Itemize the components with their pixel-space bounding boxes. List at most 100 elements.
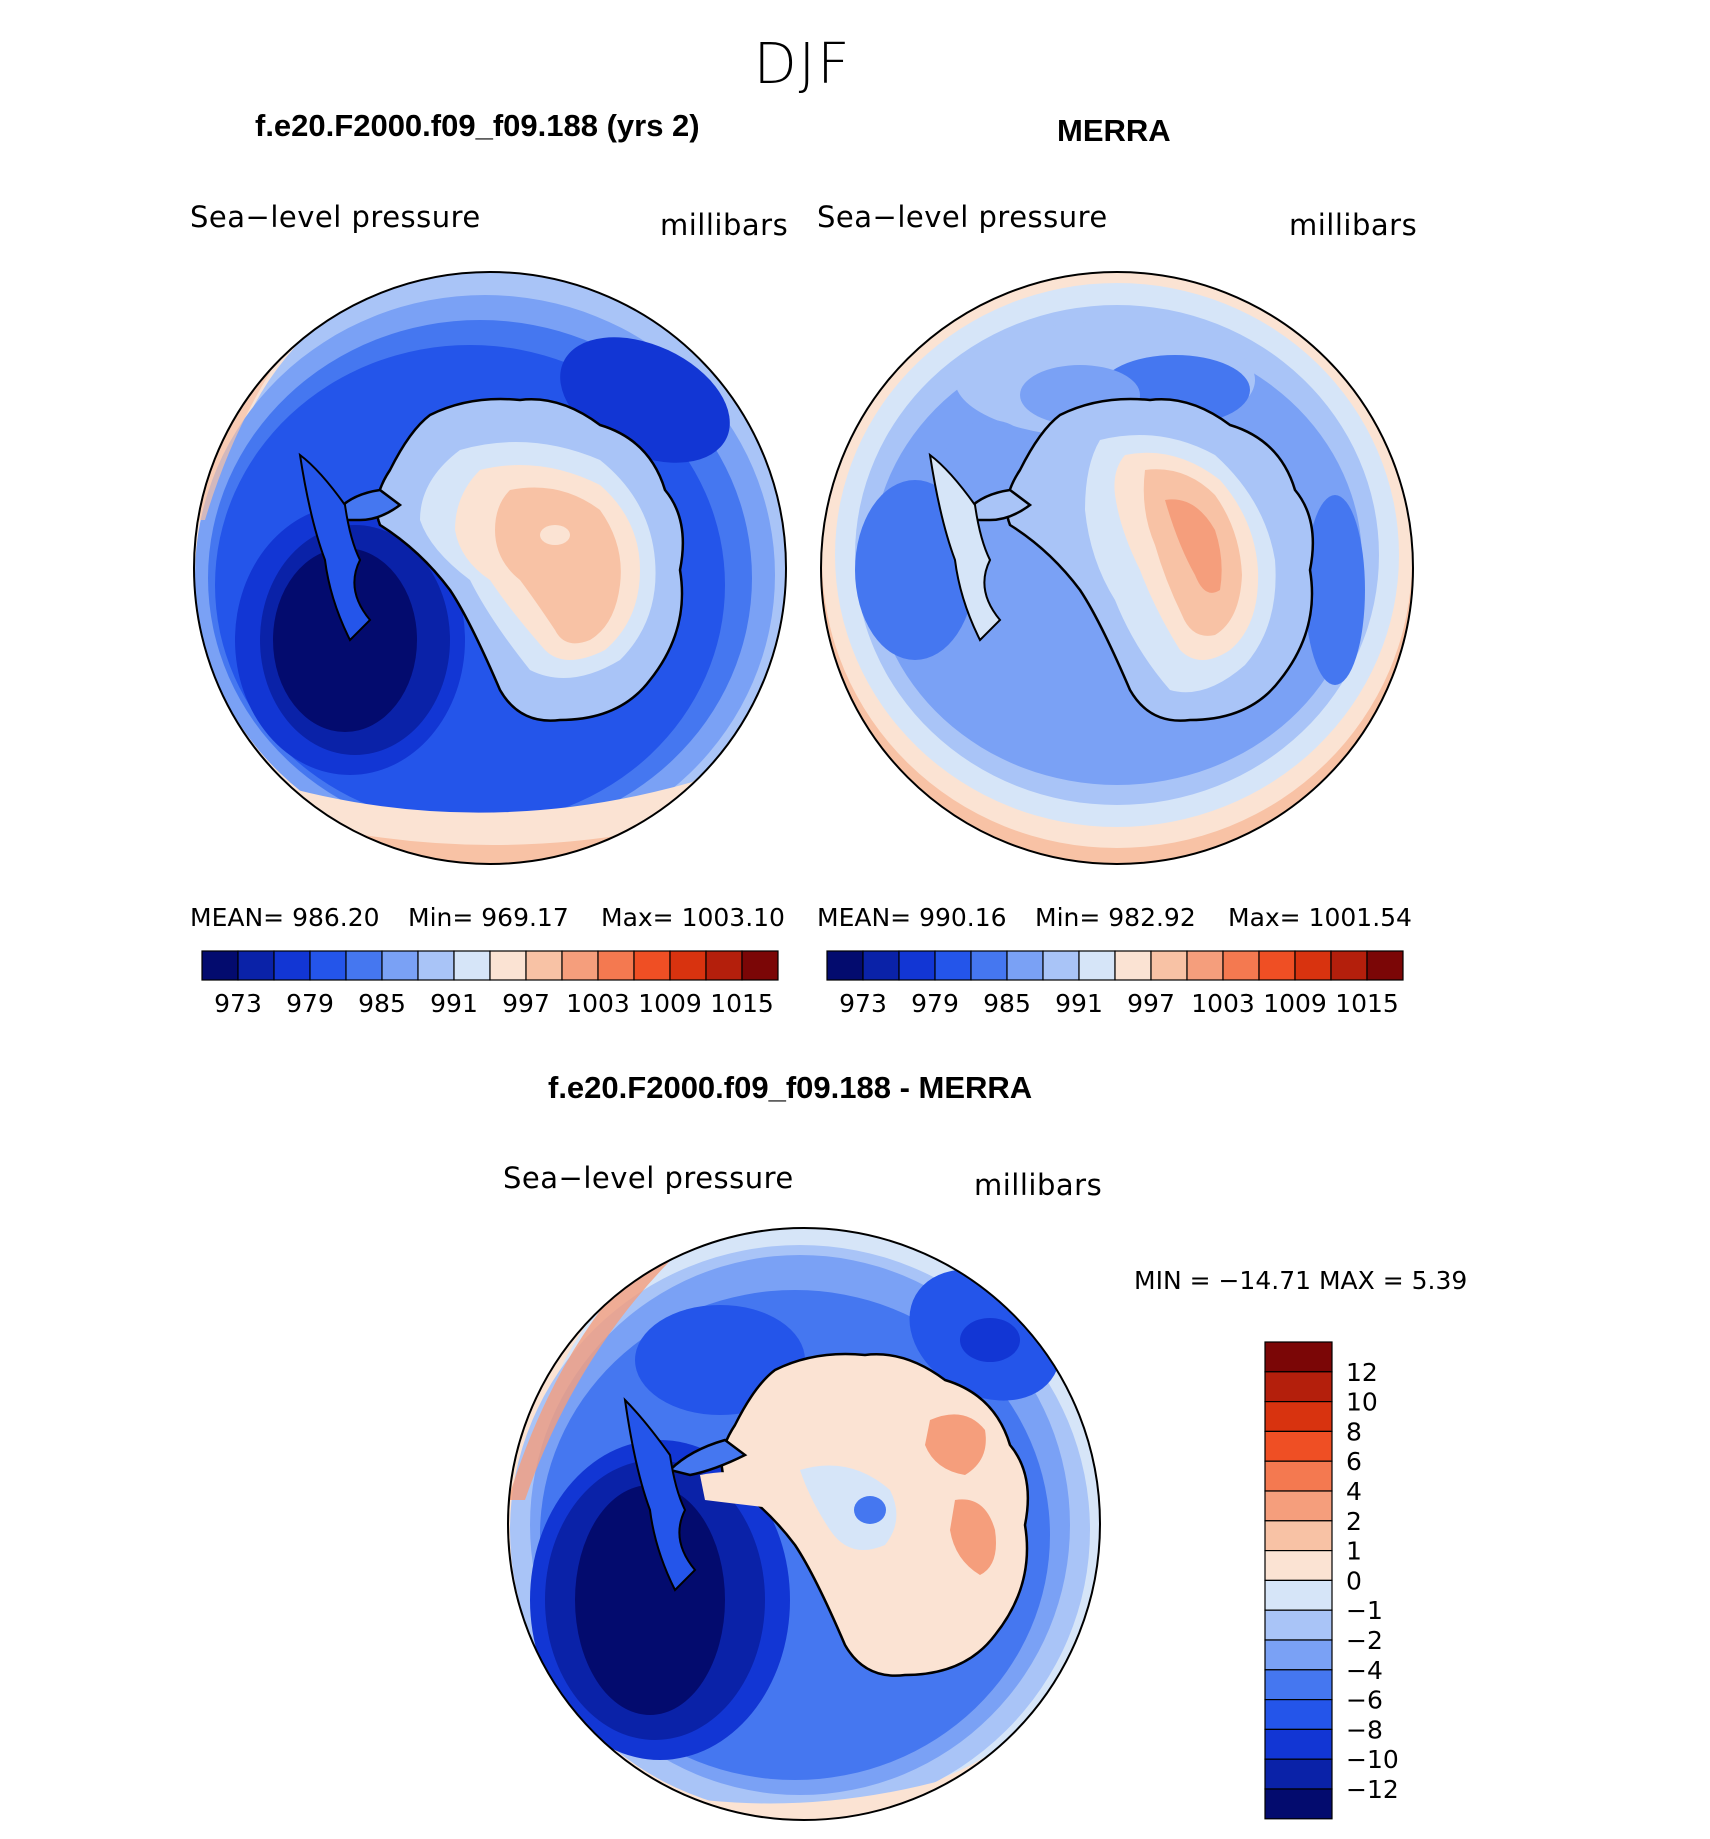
colorbar-2-tick-label: 979 [911, 989, 959, 1018]
panel1-units: millibars [660, 208, 789, 242]
panel3-units: millibars [974, 1168, 1103, 1202]
colorbar-3-tick-label: 1 [1346, 1537, 1362, 1566]
colorbar-2-swatch [1258, 950, 1296, 981]
colorbar-3-tick-label: 0 [1346, 1566, 1362, 1595]
colorbar-2-swatch [1366, 950, 1404, 981]
colorbar-2-swatch [862, 950, 900, 981]
colorbar-1-swatch [201, 950, 239, 981]
panel2-mean: MEAN= 990.16 [817, 903, 1007, 932]
colorbar-3-swatch [1264, 1430, 1333, 1462]
colorbar-2-swatch [1294, 950, 1332, 981]
colorbar-1-swatch [345, 950, 383, 981]
colorbar-1-swatch [705, 950, 743, 981]
panel2-left-label: Sea−level pressure [817, 200, 1108, 234]
colorbar-3-swatch [1264, 1579, 1333, 1611]
colorbar-3-swatch [1264, 1520, 1333, 1552]
colorbar-2-swatch [1330, 950, 1368, 981]
colorbar-2-tick-label: 1009 [1263, 989, 1327, 1018]
colorbar-2-swatch [1078, 950, 1116, 981]
colorbar-3-tick-label: −12 [1346, 1775, 1399, 1804]
colorbar-1-tick-label: 991 [430, 989, 478, 1018]
panel3-map-border [507, 1227, 1101, 1821]
colorbar-2-tick-label: 1003 [1191, 989, 1255, 1018]
colorbar-2-tick-label: 973 [839, 989, 887, 1018]
colorbar-2-swatch [1114, 950, 1152, 981]
colorbar-3-swatch [1264, 1490, 1333, 1522]
colorbar-1-swatch [453, 950, 491, 981]
panel2-max: Max= 1001.54 [1228, 903, 1412, 932]
colorbar-1-swatch [273, 950, 311, 981]
colorbar-3-tick-label: −1 [1346, 1596, 1383, 1625]
panel2-map-border [820, 271, 1414, 865]
colorbar-3-tick-label: 8 [1346, 1417, 1362, 1446]
colorbar-2-swatch [934, 950, 972, 981]
colorbar-1-tick-label: 1009 [638, 989, 702, 1018]
colorbar-2-tick-label: 991 [1055, 989, 1103, 1018]
colorbar-3-swatch [1264, 1460, 1333, 1492]
colorbar-1-swatch [597, 950, 635, 981]
colorbar-3-swatch [1264, 1788, 1333, 1820]
colorbar-3-tick-label: 2 [1346, 1507, 1362, 1536]
colorbar-3-tick-label: −10 [1346, 1745, 1399, 1774]
colorbar-2: 973 979 985 991 997 1003 1009 1015 [826, 950, 1404, 1018]
panel2-units: millibars [1289, 208, 1418, 242]
colorbar-1-tick-label: 997 [502, 989, 550, 1018]
colorbar-2-swatch [826, 950, 864, 981]
panel1-mean: MEAN= 986.20 [190, 903, 380, 932]
colorbar-1-swatch [561, 950, 599, 981]
colorbar-3-swatch [1264, 1371, 1333, 1403]
panel1-max: Max= 1003.10 [601, 903, 785, 932]
colorbar-2-swatch [1006, 950, 1044, 981]
colorbar-3-swatch [1264, 1609, 1333, 1641]
colorbar-3-swatch [1264, 1639, 1333, 1671]
panel2-min: Min= 982.92 [1035, 903, 1196, 932]
panel3-title: f.e20.F2000.f09_f09.188 - MERRA [548, 1070, 1033, 1105]
colorbar-3-tick-label: 6 [1346, 1447, 1362, 1476]
colorbar-1-swatch [381, 950, 419, 981]
colorbar-1: 973 979 985 991 997 1003 1009 1015 [201, 950, 779, 1018]
colorbar-2-tick-label: 985 [983, 989, 1031, 1018]
colorbar-3-tick-label: −8 [1346, 1715, 1383, 1744]
colorbar-3-tick-label: −4 [1346, 1656, 1383, 1685]
colorbar-3-swatch [1264, 1400, 1333, 1432]
panel1-antarctica [298, 397, 685, 722]
colorbar-3-tick-label: −6 [1346, 1686, 1383, 1715]
colorbar-3-swatch [1264, 1698, 1333, 1730]
colorbar-1-swatch [633, 950, 671, 981]
panel1-title: f.e20.F2000.f09_f09.188 (yrs 2) [255, 108, 700, 143]
colorbar-1-tick-label: 985 [358, 989, 406, 1018]
panel2-title: MERRA [1057, 113, 1171, 148]
panel3-minmax: MIN = −14.71 MAX = 5.39 [1134, 1266, 1468, 1295]
colorbar-3-swatch [1264, 1669, 1333, 1701]
panel2-antarctica [928, 397, 1315, 722]
colorbar-1-swatch [417, 950, 455, 981]
colorbar-3-tick-label: 12 [1346, 1358, 1378, 1387]
colorbar-1-tick-label: 1015 [710, 989, 774, 1018]
panel1-map-border [193, 271, 787, 865]
colorbar-3-swatch [1264, 1341, 1333, 1373]
panel3-left-label: Sea−level pressure [503, 1161, 794, 1195]
colorbar-2-swatch [1186, 950, 1224, 981]
colorbar-1-swatch [525, 950, 563, 981]
colorbar-3-tick-label: 10 [1346, 1388, 1378, 1417]
colorbar-2-swatch [1222, 950, 1260, 981]
colorbar-2-tick-label: 1015 [1335, 989, 1399, 1018]
colorbar-1-swatch [309, 950, 347, 981]
colorbar-1-tick-label: 1003 [566, 989, 630, 1018]
colorbar-3-swatch [1264, 1758, 1333, 1790]
colorbar-1-swatch [741, 950, 779, 981]
colorbar-2-swatch [970, 950, 1008, 981]
colorbar-1-swatch [489, 950, 527, 981]
panel3-antarctica [623, 1352, 1030, 1677]
panel1-min: Min= 969.17 [408, 903, 569, 932]
colorbar-2-tick-label: 997 [1127, 989, 1175, 1018]
colorbar-3-tick-label: −2 [1346, 1626, 1383, 1655]
colorbar-2-swatch [1042, 950, 1080, 981]
season-title: DJF [753, 32, 852, 97]
colorbar-3-tick-label: 4 [1346, 1477, 1362, 1506]
colorbar-3-swatch [1264, 1728, 1333, 1760]
colorbar-3-swatch [1264, 1549, 1333, 1581]
colorbar-1-tick-label: 979 [286, 989, 334, 1018]
